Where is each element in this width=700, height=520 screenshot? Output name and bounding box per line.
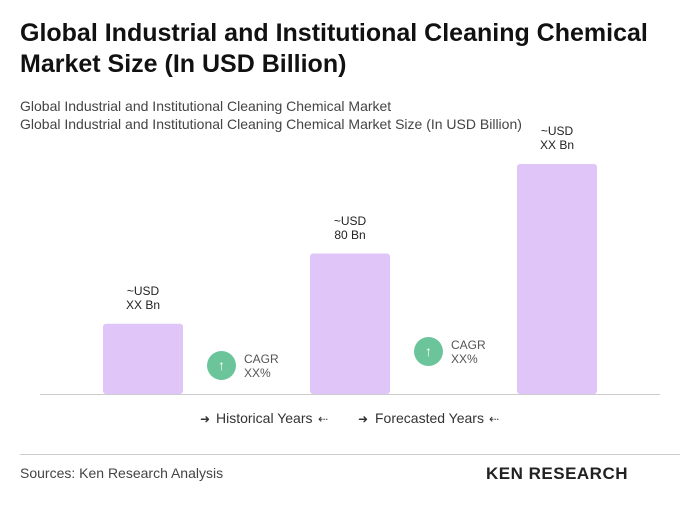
value-label: ~USD 80 Bn bbox=[333, 213, 367, 242]
value-label: ~USD XX Bn bbox=[539, 124, 575, 152]
bar bbox=[517, 164, 597, 394]
arrow-icon: ➜ bbox=[200, 412, 211, 426]
cagr-label: CAGR XX% bbox=[451, 338, 486, 366]
period-label: Forecasted Years bbox=[375, 410, 484, 426]
bar bbox=[310, 253, 390, 394]
period-label: Historical Years bbox=[216, 410, 313, 426]
logo: KEN RESEARCH bbox=[486, 464, 629, 483]
cagr-label: CAGR XX% bbox=[244, 352, 279, 380]
chart-subtitle: Global Industrial and Institutional Clea… bbox=[20, 116, 522, 132]
arrow-icon: ⇠ bbox=[318, 412, 329, 426]
bar bbox=[103, 323, 183, 394]
chart-title: Global Industrial and Institutional Clea… bbox=[20, 98, 392, 114]
cagr-icon: ↑ bbox=[207, 351, 236, 380]
source: Sources: Ken Research Analysis bbox=[20, 465, 224, 481]
arrow-icon: ⇠ bbox=[489, 412, 500, 426]
arrow-icon: ➜ bbox=[358, 412, 369, 426]
cagr-icon: ↑ bbox=[414, 337, 443, 366]
value-label: ~USD XX Bn bbox=[125, 283, 161, 312]
page-title: Global Industrial and Institutional Clea… bbox=[20, 19, 648, 78]
